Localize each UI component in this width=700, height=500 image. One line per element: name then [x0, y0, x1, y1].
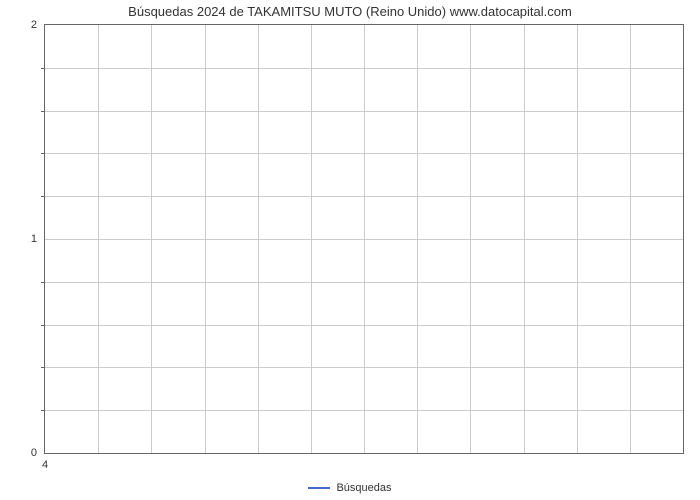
legend-series-line: [308, 487, 330, 489]
plot-area: 0124: [44, 24, 684, 454]
y-axis-tick-label: 2: [31, 19, 37, 31]
y-axis-tick-label: 0: [31, 447, 37, 459]
gridline-horizontal: [45, 410, 683, 411]
gridline-horizontal: [45, 367, 683, 368]
legend: Búsquedas: [0, 482, 700, 494]
y-axis-minor-tick: [41, 367, 45, 368]
gridline-horizontal: [45, 239, 683, 240]
legend-series-label: Búsquedas: [336, 482, 391, 494]
gridline-horizontal: [45, 196, 683, 197]
y-axis-minor-tick: [41, 68, 45, 69]
chart-title: Búsquedas 2024 de TAKAMITSU MUTO (Reino …: [0, 4, 700, 19]
gridline-horizontal: [45, 68, 683, 69]
gridline-horizontal: [45, 325, 683, 326]
gridline-horizontal: [45, 153, 683, 154]
y-axis-minor-tick: [41, 111, 45, 112]
y-axis-minor-tick: [41, 325, 45, 326]
gridline-horizontal: [45, 111, 683, 112]
chart-container: Búsquedas 2024 de TAKAMITSU MUTO (Reino …: [0, 0, 700, 500]
gridline-horizontal: [45, 282, 683, 283]
y-axis-minor-tick: [41, 410, 45, 411]
x-axis-tick-label: 4: [42, 459, 48, 471]
y-axis-minor-tick: [41, 282, 45, 283]
y-axis-tick-label: 1: [31, 233, 37, 245]
y-axis-minor-tick: [41, 153, 45, 154]
y-axis-minor-tick: [41, 196, 45, 197]
